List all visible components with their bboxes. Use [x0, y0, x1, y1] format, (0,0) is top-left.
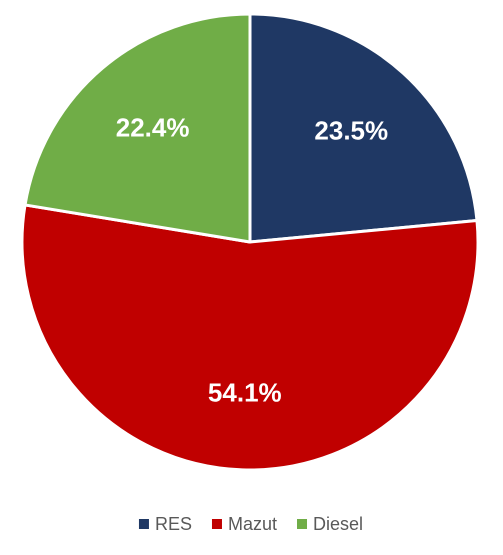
legend-label-res: RES	[155, 514, 192, 534]
legend-swatch-mazut	[211, 519, 222, 529]
legend-swatch-res	[138, 519, 149, 529]
pie-slices	[20, 12, 480, 472]
data-label-diesel: 22.4%	[116, 112, 190, 142]
legend-item-res: RES	[138, 514, 192, 534]
pie-slice-diesel	[23, 12, 252, 244]
data-label-mazut: 54.1%	[208, 377, 282, 407]
data-label-res: 23.5%	[314, 116, 388, 146]
legend-swatch-diesel	[297, 519, 308, 529]
legend-label-mazut: Mazut	[228, 514, 277, 534]
legend: RES Mazut Diesel	[138, 514, 363, 534]
legend-item-mazut: Mazut	[211, 514, 277, 534]
legend-item-diesel: Diesel	[297, 514, 363, 534]
pie-slice-res	[248, 12, 479, 244]
pie-data-labels: 23.5% 54.1% 22.4%	[116, 112, 388, 407]
pie-slice-mazut	[20, 203, 480, 472]
legend-label-diesel: Diesel	[313, 514, 363, 534]
